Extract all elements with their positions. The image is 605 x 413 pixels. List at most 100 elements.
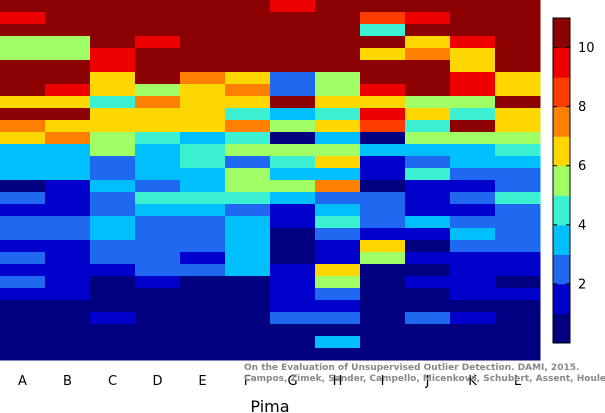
heatmap-cell [315, 120, 361, 133]
heatmap-cell [180, 324, 226, 337]
heatmap-cell [0, 300, 46, 313]
heatmap-cell [45, 12, 91, 25]
heatmap-cell [225, 180, 271, 193]
heatmap-cell [405, 228, 451, 241]
heatmap-cell [270, 336, 316, 349]
heatmap-cell [45, 60, 91, 73]
heatmap-cell [360, 72, 406, 85]
heatmap-cell [360, 24, 406, 37]
heatmap-cell [180, 96, 226, 109]
heatmap-cell [90, 216, 136, 229]
heatmap-cell [405, 240, 451, 253]
heatmap-cell [90, 12, 136, 25]
heatmap-cell [180, 84, 226, 97]
heatmap-cell [315, 204, 361, 217]
heatmap-cell [135, 96, 181, 109]
heatmap-cell [360, 144, 406, 157]
heatmap-cell [180, 276, 226, 289]
heatmap-cell [450, 72, 496, 85]
heatmap-cell [270, 324, 316, 337]
heatmap-cell [360, 156, 406, 169]
heatmap-cell [180, 348, 226, 361]
heatmap-cell [405, 264, 451, 277]
heatmap-cell [315, 336, 361, 349]
heatmap-cell [495, 132, 541, 145]
heatmap-cell [450, 12, 496, 25]
colorbar-ticks: 2 4 6 8 10 [553, 41, 595, 292]
heatmap-cell [135, 312, 181, 325]
heatmap-cell [405, 0, 451, 13]
heatmap-cell [0, 288, 46, 301]
heatmap-cell [495, 108, 541, 121]
heatmap-cell [90, 300, 136, 313]
heatmap-cell [360, 264, 406, 277]
heatmap-cell [135, 156, 181, 169]
heatmap-cell [495, 204, 541, 217]
heatmap-cell [270, 288, 316, 301]
heatmap-cell [225, 336, 271, 349]
x-tick-label: G [287, 374, 297, 389]
heatmap-cell [90, 228, 136, 241]
heatmap-cell [450, 180, 496, 193]
heatmap-cell [270, 204, 316, 217]
heatmap-cell [90, 240, 136, 253]
heatmap-cell [0, 12, 46, 25]
heatmap-cell [270, 300, 316, 313]
heatmap-cell [135, 0, 181, 13]
heatmap-cell [90, 348, 136, 361]
heatmap-cell [180, 300, 226, 313]
heatmap-cell [180, 72, 226, 85]
heatmap-cell [180, 60, 226, 73]
heatmap-cell [180, 252, 226, 265]
heatmap-cell [225, 60, 271, 73]
heatmap-cell [90, 72, 136, 85]
heatmap-cell [405, 132, 451, 145]
heatmap-cell [315, 60, 361, 73]
heatmap-cell [270, 0, 316, 13]
heatmap-cell [360, 324, 406, 337]
heatmap-cell [360, 168, 406, 181]
heatmap-cell [45, 192, 91, 205]
heatmap-cell [270, 48, 316, 61]
heatmap-cell [360, 0, 406, 13]
heatmap-cell [450, 324, 496, 337]
heatmap-cell [225, 324, 271, 337]
heatmap-cell [180, 204, 226, 217]
heatmap-cell [135, 276, 181, 289]
heatmap-cell [0, 24, 46, 37]
heatmap-cell [135, 348, 181, 361]
heatmap-cell [495, 276, 541, 289]
x-tick-label: C [108, 374, 117, 389]
heatmap-cell [270, 348, 316, 361]
x-axis-label: Pima [250, 397, 289, 413]
heatmap-cell [405, 168, 451, 181]
heatmap-cell [495, 60, 541, 73]
heatmap-cell [495, 264, 541, 277]
heatmap-cell [360, 348, 406, 361]
heatmap-cell [270, 24, 316, 37]
x-tick-label: K [468, 374, 477, 389]
heatmap-cell [405, 180, 451, 193]
heatmap-cell [450, 96, 496, 109]
heatmap-cell [90, 276, 136, 289]
heatmap-cell [180, 180, 226, 193]
heatmap-cell [135, 288, 181, 301]
credit-line-1: On the Evaluation of Unsupervised Outlie… [244, 363, 579, 373]
heatmap-cell [225, 144, 271, 157]
heatmap-cell [360, 336, 406, 349]
x-tick-label: A [18, 374, 27, 389]
heatmap-cell [90, 0, 136, 13]
heatmap-cell [135, 300, 181, 313]
heatmap-cell [0, 48, 46, 61]
heatmap-cell [495, 48, 541, 61]
heatmap-cell [90, 156, 136, 169]
heatmap-cell [405, 60, 451, 73]
heatmap-cell [180, 240, 226, 253]
heatmap-cell [90, 48, 136, 61]
heatmap-cell [135, 264, 181, 277]
heatmap-cell [495, 0, 541, 13]
heatmap-cell [315, 192, 361, 205]
heatmap-cell [225, 48, 271, 61]
heatmap-cell [135, 144, 181, 157]
heatmap-cell [360, 216, 406, 229]
